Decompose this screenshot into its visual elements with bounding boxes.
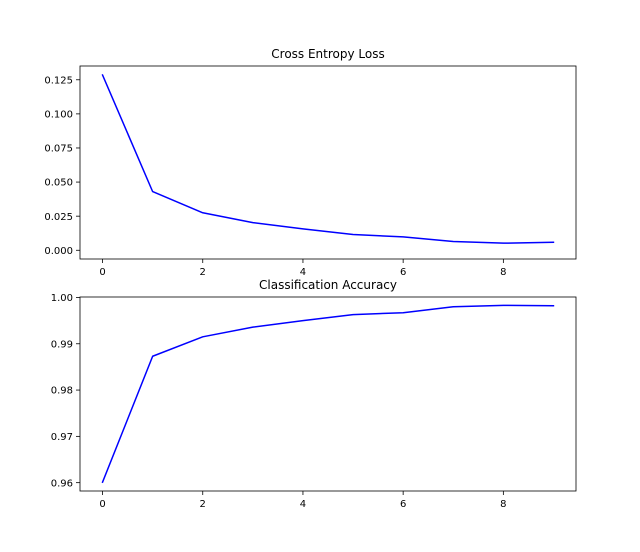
loss-x-tick-label: 6: [400, 267, 406, 278]
accuracy-y-tick-label: 0.97: [51, 432, 73, 443]
loss-y-tick-label: 0.025: [44, 212, 73, 223]
loss-series-line-0: [101, 74, 555, 244]
loss-x-tick-label: 8: [500, 267, 506, 278]
loss-x-tick-label: 0: [99, 267, 105, 278]
accuracy-y-tick-label: 0.99: [51, 339, 73, 350]
loss-y-tick-label: 0.050: [44, 178, 73, 189]
loss-x-tick-label: 4: [300, 267, 306, 278]
accuracy-series-line-0: [101, 304, 555, 484]
accuracy-y-tick-label: 1.00: [51, 293, 73, 304]
loss-chart-title: Cross Entropy Loss: [271, 47, 384, 61]
accuracy-x-tick-label: 0: [99, 499, 105, 510]
accuracy-y-tick-label: 0.96: [51, 478, 73, 489]
accuracy-chart: 0 2 4 6 8 0.96 0.97 0.98 0.99 1.00 Classification …: [51, 278, 577, 510]
accuracy-x-tick-label: 4: [300, 499, 306, 510]
accuracy-x-tick-label: 2: [200, 499, 206, 510]
accuracy-x-tick-label: 6: [400, 499, 406, 510]
loss-y-tick-label: 0.100: [44, 109, 73, 120]
loss-y-tick-label: 0.075: [44, 144, 73, 155]
accuracy-x-tick-label: 8: [500, 499, 506, 510]
loss-chart: 0 2 4 6 8 0.000 0.025 0.050 0.075 0.100 0.125 Cross…: [44, 47, 577, 278]
loss-y-tick-label: 0.000: [44, 246, 73, 257]
loss-y-tick-label: 0.125: [44, 75, 73, 86]
accuracy-y-tick-label: 0.98: [51, 386, 73, 397]
accuracy-chart-title: Classification Accuracy: [259, 278, 397, 292]
loss-x-tick-label: 2: [200, 267, 206, 278]
loss-plot-frame: [79, 65, 577, 260]
accuracy-plot-frame: [79, 296, 577, 492]
